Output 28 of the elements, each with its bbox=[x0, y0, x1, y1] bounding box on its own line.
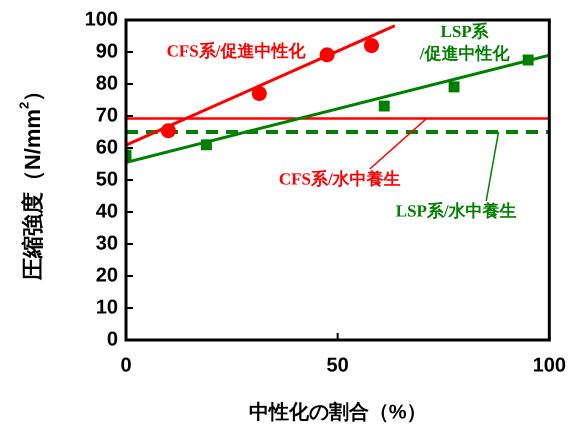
x-tick-label: 100 bbox=[532, 354, 566, 377]
y-tick-label: 70 bbox=[96, 104, 118, 127]
point bbox=[200, 139, 212, 150]
point bbox=[364, 38, 380, 54]
point bbox=[448, 81, 460, 92]
point bbox=[522, 54, 534, 66]
x-axis-title: 中性化の割合（%） bbox=[248, 400, 427, 424]
y-axis-title: 圧縮強度（N/mm2） bbox=[16, 80, 46, 282]
y-tick-label: 100 bbox=[84, 8, 118, 31]
y-tick-label: 80 bbox=[96, 72, 118, 95]
ref-line-label: LSP系/水中養生 bbox=[396, 201, 517, 220]
point bbox=[252, 86, 267, 102]
ref-line-label: CFS系/水中養生 bbox=[278, 169, 401, 188]
y-tick-label: 10 bbox=[96, 296, 118, 319]
x-tick-label: 50 bbox=[326, 354, 349, 377]
series-label: CFS系/促進中性化 bbox=[166, 41, 306, 60]
y-tick-label: 90 bbox=[96, 40, 118, 63]
point bbox=[160, 123, 176, 138]
y-tick-label: 30 bbox=[96, 232, 118, 255]
series-label: LSP系/促進中性化 bbox=[418, 22, 511, 63]
y-tick-label: 40 bbox=[96, 200, 118, 223]
x-tick-label: 0 bbox=[120, 354, 132, 377]
point bbox=[320, 47, 335, 62]
y-tick-label: 20 bbox=[96, 264, 118, 287]
y-tick-label: 50 bbox=[96, 168, 118, 191]
point bbox=[378, 100, 390, 112]
y-tick-label: 0 bbox=[106, 328, 118, 351]
y-tick-label: 60 bbox=[96, 136, 118, 159]
